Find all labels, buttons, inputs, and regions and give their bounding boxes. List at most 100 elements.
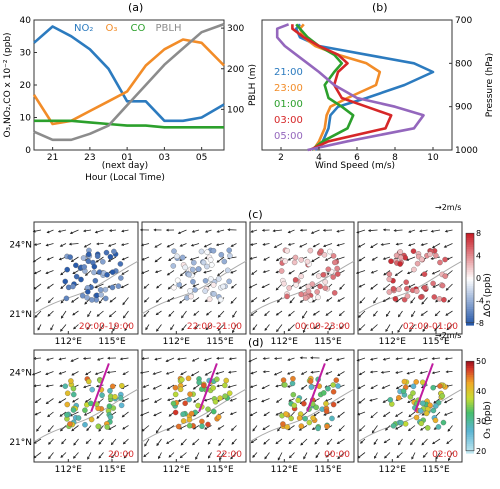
wind-vector xyxy=(301,384,308,390)
station-marker xyxy=(327,248,333,255)
wind-vector xyxy=(357,452,366,459)
panel-b-ytick-label: 800 xyxy=(455,59,472,69)
wind-vector-head xyxy=(277,457,281,461)
wind-vector-head xyxy=(73,326,76,330)
station-marker xyxy=(217,395,223,401)
wind-vector xyxy=(83,229,92,232)
station-marker xyxy=(392,296,399,302)
wind-vector-head xyxy=(408,243,412,247)
wind-vector xyxy=(180,452,187,458)
station-marker xyxy=(226,278,232,285)
station-marker xyxy=(202,288,208,294)
station-marker xyxy=(310,415,316,421)
wind-vector-head xyxy=(262,370,266,374)
wind-vector-head xyxy=(124,328,128,332)
wind-vector-head xyxy=(45,243,49,247)
station-marker xyxy=(284,293,290,300)
coastline xyxy=(357,388,463,443)
wind-vector xyxy=(373,438,378,445)
colorbar-segment xyxy=(466,363,474,367)
wind-vector xyxy=(219,452,225,460)
station-marker xyxy=(427,402,433,409)
wind-vector xyxy=(432,270,441,275)
station-marker xyxy=(315,294,321,301)
wind-vector-head xyxy=(217,273,220,277)
wind-vector xyxy=(108,243,117,247)
station-marker xyxy=(397,249,404,255)
wind-vector-head xyxy=(262,357,266,360)
colorbar-segment xyxy=(466,233,474,236)
wind-vector-head xyxy=(384,455,387,459)
wind-vector xyxy=(192,297,200,302)
wind-vector xyxy=(216,256,225,263)
wind-vector xyxy=(313,243,320,248)
wind-vector-head xyxy=(322,244,327,248)
wind-vector-head xyxy=(73,455,76,459)
station-marker xyxy=(431,294,438,300)
wind-vector-head xyxy=(358,372,362,376)
wind-vector-head xyxy=(447,458,451,462)
panel-a-xlabel: Hour (Local Time) xyxy=(85,173,165,183)
station-marker xyxy=(430,280,436,287)
station-marker xyxy=(293,282,299,288)
wind-vector xyxy=(359,425,366,432)
wind-vector-head xyxy=(165,371,169,375)
wind-vector-head xyxy=(57,229,61,233)
wind-vector-head xyxy=(107,285,111,288)
station-marker xyxy=(215,276,222,282)
colorbar-segment xyxy=(466,430,474,433)
wind-vector-head xyxy=(337,456,341,460)
wind-vector xyxy=(326,297,333,302)
wind-vector-head xyxy=(68,242,72,246)
wind-vector xyxy=(217,425,225,430)
wind-vector-head xyxy=(95,259,99,263)
wind-vector-head xyxy=(122,302,126,306)
station-marker xyxy=(180,418,187,424)
wind-vector-head xyxy=(358,400,362,404)
wind-vector xyxy=(97,357,104,361)
wind-vector xyxy=(190,256,200,261)
wind-vector xyxy=(107,371,117,373)
wind-vector xyxy=(179,283,187,289)
wind-vector-head xyxy=(216,356,220,360)
wind-vector-head xyxy=(358,258,362,262)
wind-vector xyxy=(370,371,378,373)
wind-vector xyxy=(59,371,67,375)
wind-vector xyxy=(311,371,320,373)
station-marker xyxy=(324,423,330,430)
map-lon-label: 112°E xyxy=(271,337,299,347)
wind-vector xyxy=(206,411,212,418)
panel-b-xtick-label: 10 xyxy=(427,153,439,163)
wind-vector-head xyxy=(248,285,252,289)
wind-vector-head xyxy=(248,359,252,363)
wind-vector-head xyxy=(70,359,74,362)
wind-vector-head xyxy=(367,229,371,232)
station-marker xyxy=(410,248,417,254)
wind-vector-head xyxy=(168,454,172,458)
wind-vector-head xyxy=(383,272,387,276)
wind-vector xyxy=(276,398,283,403)
wind-vector-head xyxy=(446,327,450,331)
wind-vector xyxy=(144,297,150,303)
wind-vector xyxy=(86,425,92,431)
wind-vector-head xyxy=(262,427,266,430)
wind-vector xyxy=(153,371,162,375)
wind-vector xyxy=(445,357,453,360)
wind-vector-head xyxy=(47,300,51,304)
wind-vector xyxy=(208,452,212,459)
wind-vector-head xyxy=(45,271,49,275)
wind-vector-head xyxy=(33,286,37,290)
wind-vector-head xyxy=(155,312,159,316)
station-marker xyxy=(424,425,431,431)
panel-b-legend-entry: 03:00 xyxy=(274,115,303,126)
station-marker xyxy=(78,276,84,283)
wind-vector xyxy=(311,229,320,234)
station-marker xyxy=(433,403,439,409)
station-marker xyxy=(187,391,193,397)
station-marker xyxy=(401,378,408,385)
wind-vector-head xyxy=(154,270,158,274)
wind-vector-head xyxy=(59,414,63,417)
station-marker xyxy=(212,399,219,405)
wind-vector xyxy=(325,310,333,316)
wind-vector-head xyxy=(33,243,37,246)
